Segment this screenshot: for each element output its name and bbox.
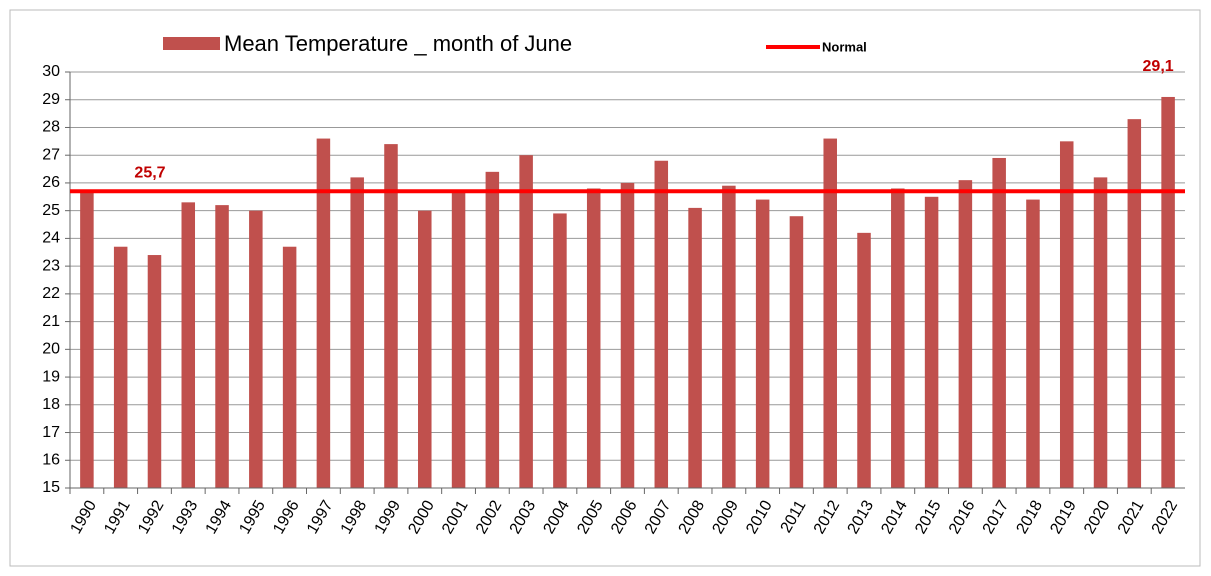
y-tick-label: 26 [42, 174, 60, 191]
bar [1161, 96, 1175, 489]
bar [451, 191, 466, 488]
bar [586, 188, 601, 489]
bar [722, 185, 736, 488]
legend-swatch [163, 37, 220, 50]
y-tick-label: 27 [42, 146, 60, 163]
y-tick-label: 19 [42, 368, 60, 385]
y-tick-label: 17 [42, 424, 60, 441]
bar [282, 246, 297, 488]
bar [519, 155, 533, 488]
bar [316, 138, 331, 488]
bar [924, 196, 939, 489]
y-tick-label: 18 [42, 396, 60, 413]
bar [384, 144, 398, 488]
bar [249, 210, 263, 488]
bar [891, 188, 905, 489]
bar [80, 191, 94, 488]
y-tick-label: 20 [42, 341, 60, 358]
bar [113, 246, 128, 488]
bar [350, 177, 364, 489]
bar [789, 216, 804, 489]
bar [857, 232, 871, 488]
y-tick-label: 29 [42, 91, 60, 108]
bar [654, 160, 669, 488]
bar [553, 213, 567, 488]
bar [958, 180, 973, 488]
y-tick-label: 25 [42, 202, 60, 219]
y-tick-label: 16 [42, 451, 60, 468]
y-tick-label: 15 [42, 479, 60, 496]
bar [1026, 199, 1040, 488]
y-tick-label: 21 [42, 313, 60, 330]
y-tick-label: 28 [42, 119, 60, 136]
bar [688, 207, 702, 489]
bar [620, 182, 635, 488]
legend-label: Mean Temperature _ month of June [224, 31, 572, 56]
y-tick-label: 30 [42, 63, 60, 80]
bar [992, 157, 1006, 488]
normal-label: 25,7 [134, 164, 165, 181]
bar [147, 255, 162, 488]
y-tick-label: 23 [42, 257, 60, 274]
bar [755, 199, 770, 488]
bar [485, 171, 500, 488]
y-tick-label: 24 [42, 230, 60, 247]
legend-label: Normal [822, 39, 867, 54]
data-label: 29,1 [1143, 58, 1174, 75]
bar [418, 210, 432, 488]
bar [1127, 119, 1142, 488]
y-tick-label: 22 [42, 285, 60, 302]
bar [1093, 177, 1108, 489]
bar [1059, 141, 1074, 489]
bar [215, 205, 229, 488]
bar [181, 202, 196, 488]
bar [823, 138, 837, 488]
